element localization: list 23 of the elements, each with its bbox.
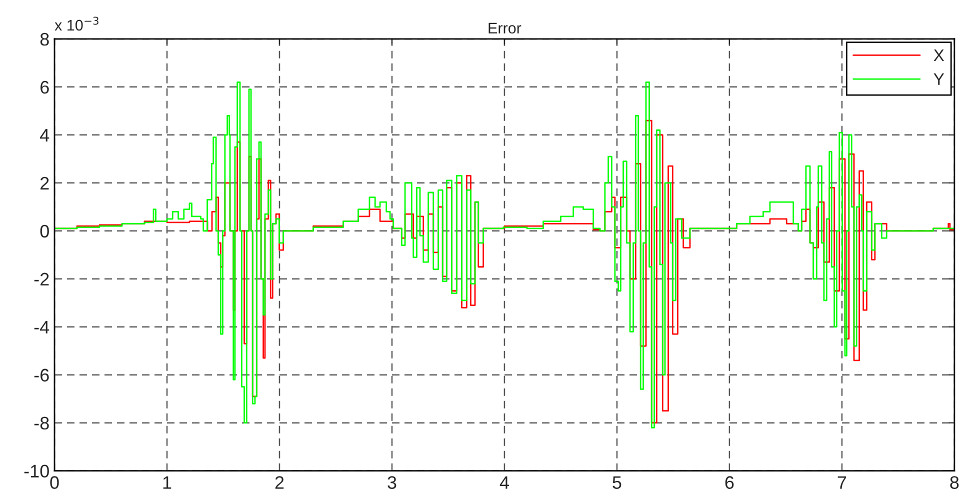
x-tick-label: 8 [950,476,959,489]
y-tick-label: 4 [40,129,50,142]
y-tick-label: -2 [34,272,49,286]
x-tick-label: 5 [612,476,622,489]
legend-label: Y [934,73,944,85]
y-tick-label: 2 [40,176,49,190]
y-tick-label: 8 [40,32,49,46]
y-tick-label: -6 [34,368,49,382]
chart-title: Error [488,22,522,34]
x-tick-label: 7 [838,476,846,489]
y-tick-label: -10 [24,464,49,478]
y-tick-label: 6 [40,80,49,94]
y-tick-label: -8 [34,416,49,430]
x-tick-label: 0 [50,476,59,489]
x-tick-label: 2 [275,476,284,489]
x-tick-label: 4 [500,476,509,489]
y-tick-label: 0 [40,224,49,238]
y-tick-label: -4 [34,320,50,334]
x-tick-label: 6 [725,476,734,489]
text: x 10$^{−3}$ [54,16,98,31]
x-tick-label: 3 [388,476,396,489]
legend-label: X [934,50,944,62]
x-tick-label: 1 [163,476,172,489]
